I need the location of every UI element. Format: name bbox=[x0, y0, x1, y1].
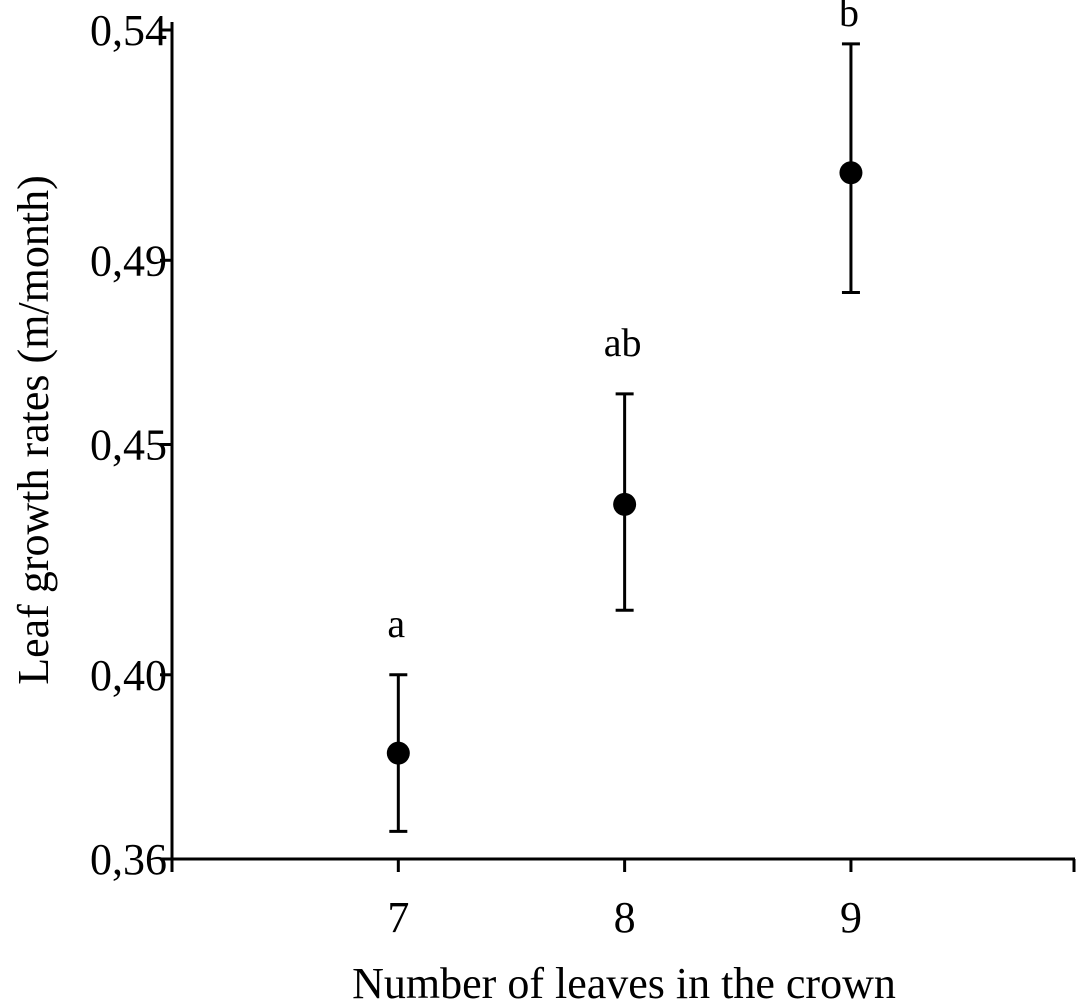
axes bbox=[170, 22, 1075, 861]
data-point bbox=[839, 161, 863, 185]
significance-label: ab bbox=[604, 320, 642, 365]
significance-label: b bbox=[839, 0, 859, 35]
data-points: a ab b bbox=[386, 0, 863, 833]
data-point bbox=[386, 741, 410, 765]
y-axis-title: Leaf growth rates (m/month) bbox=[9, 175, 58, 685]
x-axis-title: Number of leaves in the crown bbox=[352, 959, 896, 1002]
y-tick-label: 0,54 bbox=[90, 6, 167, 55]
y-tick-label: 0,49 bbox=[90, 236, 167, 285]
significance-label: a bbox=[387, 601, 405, 646]
y-tick-label: 0,36 bbox=[90, 835, 167, 884]
y-axis-ticks: 0,36 0,40 0,45 0,49 0,54 bbox=[90, 6, 172, 884]
y-tick-label: 0,40 bbox=[90, 651, 167, 700]
x-tick-label: 9 bbox=[840, 893, 862, 942]
data-point bbox=[613, 492, 637, 516]
x-axis-ticks: 7 8 9 bbox=[170, 859, 1076, 942]
y-tick-label: 0,45 bbox=[90, 421, 167, 470]
x-tick-label: 7 bbox=[387, 893, 409, 942]
x-tick-label: 8 bbox=[614, 893, 636, 942]
